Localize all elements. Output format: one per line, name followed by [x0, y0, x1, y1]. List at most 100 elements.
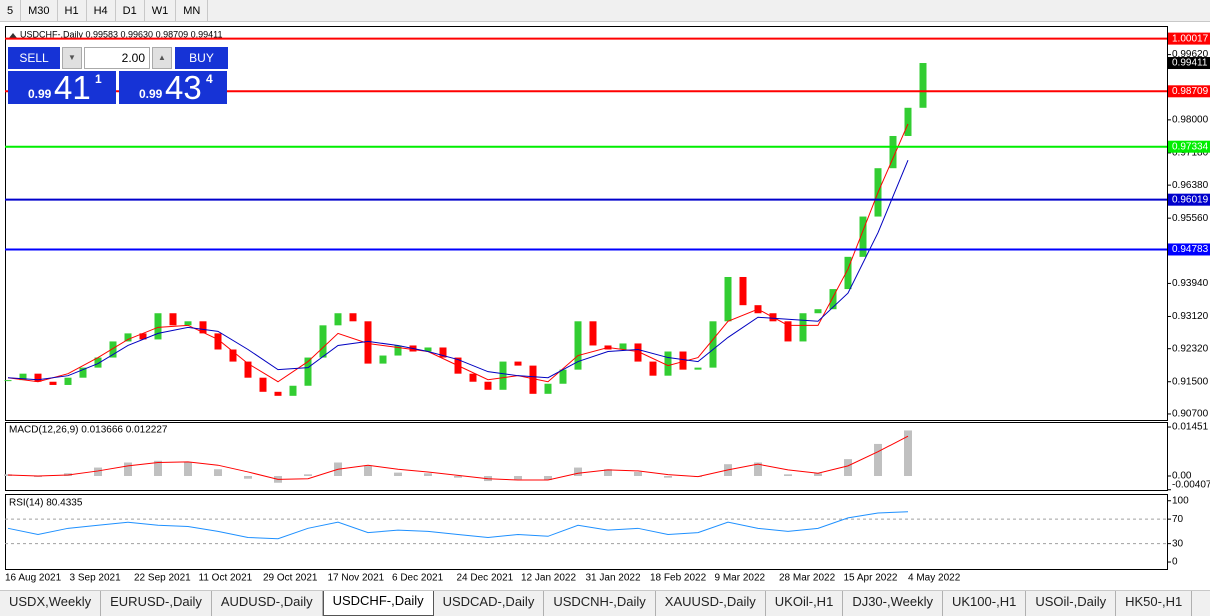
chart-tab[interactable]: USDCHF-,Daily: [322, 591, 434, 616]
moving-average: [7, 123, 909, 383]
price-level-tag: [1168, 193, 1210, 206]
timeframe-toolbar: 5 M30 H1 H4 D1 W1 MN: [0, 0, 1210, 22]
price-level-tag: [1168, 85, 1210, 98]
macd-bar: [124, 462, 132, 476]
rsi-panel: [5, 494, 1168, 570]
candle: [694, 367, 702, 370]
macd-bar: [304, 474, 312, 476]
candle: [364, 321, 372, 364]
x-tick-label: 4 May 2022: [908, 573, 961, 584]
chart-tab[interactable]: USDX,Weekly: [0, 591, 102, 616]
chart-tab[interactable]: AUDUSD-,Daily: [212, 591, 323, 616]
candle: [139, 333, 147, 340]
candle: [4, 380, 12, 382]
macd-bar: [664, 475, 672, 478]
timeframe-button[interactable]: W1: [145, 0, 177, 21]
chart-tab[interactable]: HK50-,H1: [1116, 591, 1193, 616]
candle: [19, 373, 27, 381]
y-tick-label: 0.97180: [1172, 148, 1209, 159]
candle: [904, 107, 912, 136]
buy-price[interactable]: 0.99 43 4: [119, 69, 227, 106]
x-tick-label: 18 Feb 2022: [650, 573, 707, 584]
candle: [514, 361, 522, 366]
candle: [739, 276, 747, 306]
chart-tab[interactable]: USDCAD-,Daily: [434, 591, 545, 616]
price-level-tag: [1168, 243, 1210, 256]
candle: [169, 313, 177, 326]
macd-bar: [604, 469, 612, 476]
sell-price[interactable]: 0.99 41 1: [8, 69, 116, 106]
x-tick-label: 3 Sep 2021: [70, 573, 122, 584]
macd-bar: [574, 467, 582, 476]
macd-title: MACD(12,26,9) 0.013666 0.012227: [9, 425, 168, 436]
buy-price-tail: 4: [206, 72, 213, 86]
macd-bar: [184, 462, 192, 476]
timeframe-button[interactable]: MN: [176, 0, 209, 21]
y-tick-label: 70: [1172, 514, 1184, 525]
candle: [79, 367, 87, 378]
candle: [274, 391, 282, 396]
macd-bar: [214, 469, 222, 476]
timeframe-button[interactable]: M30: [21, 0, 58, 21]
main-panel: [5, 26, 1168, 421]
x-tick-label: 31 Jan 2022: [586, 573, 641, 584]
y-tick-label: 0.93120: [1172, 311, 1209, 322]
price-level-tag: [1168, 32, 1210, 45]
chart-tab[interactable]: USOil-,Daily: [1026, 591, 1117, 616]
chart-tab[interactable]: DJ30-,Weekly: [843, 591, 943, 616]
candle: [844, 256, 852, 290]
candle: [679, 351, 687, 370]
price-level-label: 1.00017: [1172, 33, 1209, 44]
candle: [649, 361, 657, 376]
moving-average: [7, 159, 909, 381]
candle: [349, 313, 357, 322]
candle: [784, 321, 792, 342]
y-tick-label: 0.98000: [1172, 115, 1209, 126]
chart-tab[interactable]: USDCNH-,Daily: [544, 591, 656, 616]
lot-input[interactable]: 2.00: [84, 47, 150, 69]
last-price-label: 0.99411: [1172, 58, 1208, 69]
chart-title: USDCHF-,Daily 0.99583 0.99630 0.98709 0.…: [20, 29, 222, 39]
candle: [664, 351, 672, 376]
sell-button[interactable]: SELL: [8, 47, 60, 69]
timeframe-button[interactable]: H1: [58, 0, 87, 21]
candle: [589, 321, 597, 346]
candle: [799, 313, 807, 342]
candle: [919, 63, 927, 108]
chart-tab[interactable]: EURUSD-,Daily: [101, 591, 212, 616]
price-level-label: 0.97334: [1172, 141, 1209, 152]
timeframe-button[interactable]: H4: [87, 0, 116, 21]
chart-tab[interactable]: XAUUSD-,Daily: [656, 591, 766, 616]
candle: [109, 341, 117, 358]
lot-down[interactable]: ▼: [62, 47, 82, 69]
x-tick-label: 15 Apr 2022: [844, 573, 898, 584]
timeframe-button[interactable]: D1: [116, 0, 145, 21]
candle: [154, 313, 162, 340]
chart-tab[interactable]: UKOil-,H1: [766, 591, 844, 616]
candle: [49, 381, 57, 385]
candle: [124, 333, 132, 342]
candle: [439, 347, 447, 358]
y-tick-label: 0.99620: [1172, 49, 1209, 60]
price-level-label: 0.94783: [1172, 244, 1209, 255]
x-tick-label: 11 Oct 2021: [199, 573, 253, 584]
candle: [814, 309, 822, 314]
y-tick-label: 0.93940: [1172, 278, 1209, 289]
timeframe-button[interactable]: 5: [0, 0, 22, 21]
chart-tabs: USDX,Weekly EURUSD-,Daily AUDUSD-,Daily USD…: [0, 590, 1210, 616]
y-tick-label: 0: [1172, 557, 1178, 568]
macd-bar: [364, 465, 372, 476]
buy-button[interactable]: BUY: [175, 47, 228, 69]
x-tick-label: 17 Nov 2021: [328, 573, 385, 584]
chart-tab[interactable]: UK100-,H1: [943, 591, 1027, 616]
rsi-line: [7, 511, 909, 540]
candle: [634, 343, 642, 362]
signal-line: [7, 435, 909, 481]
lot-up[interactable]: ▲: [152, 47, 172, 69]
macd-bar: [424, 473, 432, 476]
candle: [889, 135, 897, 169]
y-tick-label: 0.90700: [1172, 409, 1209, 420]
x-tick-label: 6 Dec 2021: [392, 573, 444, 584]
